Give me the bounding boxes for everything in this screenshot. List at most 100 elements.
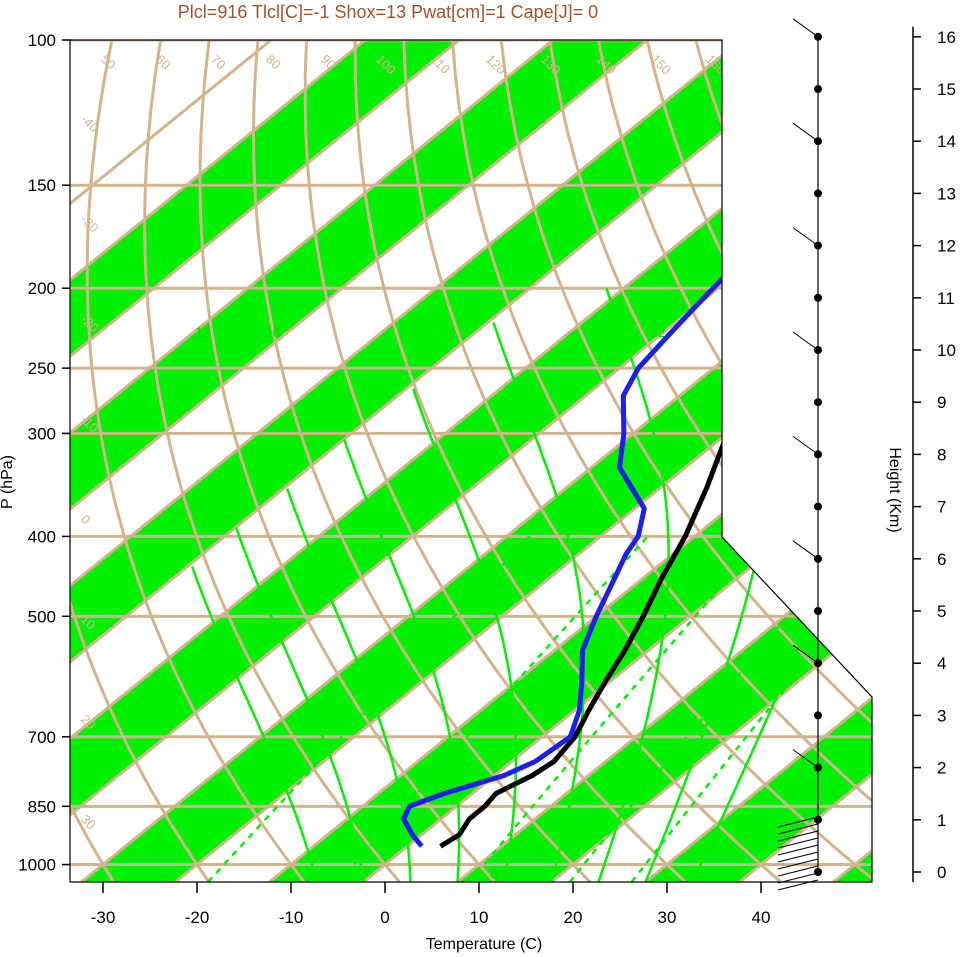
wind-barb (777, 879, 819, 891)
pressure-tick-label: 300 (28, 424, 56, 443)
wind-marker (814, 607, 822, 615)
pressure-tick-label: 400 (28, 527, 56, 546)
wind-barb (792, 435, 819, 455)
pressure-tick-label: 500 (28, 607, 56, 626)
isotherm-band (70, 40, 460, 882)
pressure-tick-label: 1000 (18, 856, 56, 875)
dry-adiabat-label: 70 (208, 52, 229, 73)
pressure-tick-label: 150 (28, 176, 56, 195)
isotherm-line (70, 40, 837, 882)
wind-marker (814, 85, 822, 93)
mixing-ratio-label: 3 (360, 865, 368, 881)
temperature-tick-label: 20 (564, 908, 583, 927)
height-tick-label: 13 (937, 184, 956, 203)
wind-marker (814, 502, 822, 511)
wind-marker (814, 711, 822, 720)
pressure-tick-label: 250 (28, 359, 56, 378)
dry-adiabat-line (548, 40, 872, 882)
chart-title: Plcl=916 Tlcl[C]=-1 Shox=13 Pwat[cm]=1 C… (178, 2, 598, 22)
pressure-tick-label: 850 (28, 797, 56, 816)
temperature-tick-label: -10 (279, 908, 304, 927)
wind-marker (814, 868, 822, 876)
wind-barb (777, 823, 819, 835)
wind-barb (777, 858, 819, 870)
isotherm-line (70, 40, 273, 882)
dry-adiabat-line (70, 40, 211, 882)
wind-barb (777, 837, 819, 849)
isotherm-label: 30 (78, 812, 99, 833)
pressure-tick-label: 200 (28, 279, 56, 298)
isotherm-band (70, 40, 836, 882)
height-tick-label: 6 (937, 550, 946, 569)
dry-adiabat-line (251, 40, 592, 882)
pressure-axis: 100 150 200 250 300 400 500 700 850 1000 (18, 31, 70, 875)
dry-adiabat-label: 80 (263, 52, 284, 73)
moist-adiabat-line (286, 488, 412, 882)
wind-barb (792, 540, 819, 560)
wind-barb (777, 865, 819, 877)
wind-barb (792, 18, 819, 38)
mixing-ratio-label: 32 (650, 324, 666, 340)
height-tick-label: 4 (937, 654, 946, 673)
height-tick-label: 8 (937, 445, 946, 464)
temperature-tick-label: 0 (380, 908, 389, 927)
plot-border (69, 39, 873, 883)
isotherm-line (70, 40, 555, 882)
wind-barb (777, 830, 819, 842)
wind-barb (777, 844, 819, 856)
temperature-tick-label: -30 (91, 908, 116, 927)
mixing-ratio-label: 8 (490, 865, 498, 881)
height-tick-label: 1 (937, 811, 946, 830)
isotherm-label: -30 (78, 212, 102, 236)
x-axis-label: Temperature (C) (426, 936, 542, 953)
isotherm-label: 0 (78, 512, 94, 528)
temperature-tick-label: 30 (658, 908, 677, 927)
isotherm-line (174, 40, 872, 882)
dry-adiabat-line (451, 40, 872, 882)
y-axis-label: P (hPa) (0, 455, 16, 509)
mixing-ratio-lines (207, 535, 872, 882)
dry-adiabat-line (303, 40, 687, 882)
height-tick-label: 11 (937, 289, 955, 308)
moist-adiabat-line (492, 321, 586, 882)
dry-adiabat-line (402, 40, 872, 882)
height-tick-label: 0 (937, 863, 946, 882)
mixing-ratio-label: 12 (195, 324, 211, 340)
wind-barb (777, 851, 819, 863)
mixing-ratio-line (207, 535, 531, 882)
pressure-tick-label: 700 (28, 728, 56, 747)
height-tick-label: 7 (937, 498, 946, 517)
isotherm-band (457, 40, 872, 882)
isotherm-line (70, 40, 743, 882)
isotherm-line (70, 40, 367, 882)
mixing-ratio-line (337, 535, 649, 882)
mixing-ratio-line (630, 535, 872, 882)
height-tick-label: 9 (937, 393, 946, 412)
wind-profile (777, 18, 822, 891)
temperature-tick-label: -20 (185, 908, 210, 927)
height-axis-label: Height (Km) (886, 447, 903, 532)
wind-marker (814, 398, 822, 407)
height-tick-label: 12 (937, 237, 956, 256)
height-tick-label: 16 (937, 28, 956, 47)
temperature-axis: -30 -20 -10 0 10 20 30 40 (91, 882, 771, 927)
isotherm-band (81, 40, 872, 882)
height-tick-label: 2 (937, 759, 946, 778)
isotherm-band (70, 40, 648, 882)
isotherm-line (70, 40, 649, 882)
dry-adiabat-line (70, 40, 115, 882)
temperature-tick-label: 10 (470, 908, 489, 927)
mixing-ratio-label: 16 (265, 324, 281, 340)
height-tick-label: 10 (937, 341, 956, 360)
height-tick-label: 14 (937, 132, 956, 151)
moist-adiabat-line (412, 388, 518, 882)
height-tick-label: 3 (937, 706, 946, 725)
height-tick-label: 5 (937, 602, 946, 621)
dry-adiabat-line (499, 40, 872, 882)
temperature-tick-label: 40 (752, 908, 771, 927)
dry-adiabat-line (353, 40, 782, 882)
isotherm-line (80, 40, 872, 882)
